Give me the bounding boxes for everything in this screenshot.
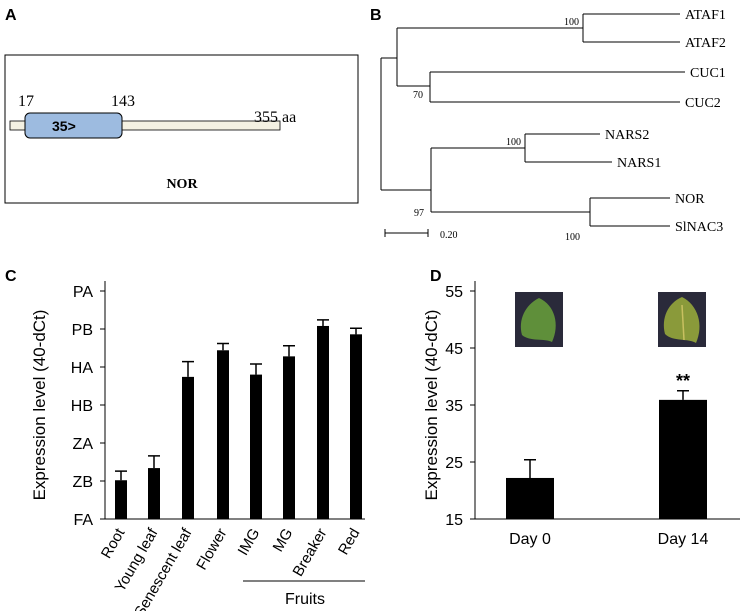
bar [148,468,160,519]
y-tick-label: ZA [73,436,94,453]
panel-label: A [5,7,17,24]
length-label: 355 aa [254,109,296,126]
x-tick-label: Root [98,525,129,562]
bootstrap-labels: 100 70 100 97 100 0.20 [413,17,580,243]
bar [659,399,707,519]
x-tick-label: Day 14 [658,531,709,548]
y-tick-label: 45 [445,341,463,358]
x-tick-label: IMG [235,526,264,559]
bootstrap: 100 [565,232,580,243]
leaf-label: NOR [675,192,705,207]
x-tick-label: Red [335,526,363,558]
domain-label: 35> [52,118,76,134]
error-bar [250,363,262,375]
leaf-label: NARS2 [605,128,649,143]
error-bar [217,342,229,351]
pos-label: 143 [111,93,135,110]
leaf-labels: ATAF1 ATAF2 CUC1 CUC2 NARS2 NARS1 NOR Sl… [605,8,726,235]
error-bar [283,344,295,357]
scale-label: 0.20 [440,230,458,241]
error-bar [115,470,127,481]
leaf-label: ATAF1 [685,8,726,23]
error-bar [148,455,160,469]
leaf-photo [515,292,706,347]
domain-box [24,112,123,139]
group-label: Fruits [285,591,325,608]
error-bar [524,458,536,478]
bar [250,374,262,519]
y-tick-label: 35 [445,398,463,415]
bar [115,480,127,519]
y-tick-label: 15 [445,512,463,529]
x-tick-label: Day 0 [509,531,551,548]
bar [182,376,194,519]
panel-a: A 17 143 355 aa 35> NOR [4,7,359,204]
annotation: ** [676,371,690,391]
y-tick-label: FA [73,512,93,529]
protein-bar [9,120,281,131]
leaf-label: NARS1 [617,156,661,171]
leaf-label: ATAF2 [685,36,726,51]
pos-label: 17 [18,93,34,110]
y-tick-label: HA [71,360,94,377]
error-bar [677,390,689,400]
panel-b: B ATAF1 ATAF2 CUC1 CUC2 NARS2 NARS1 NOR … [370,7,726,243]
leaf-label: CUC2 [685,96,721,111]
error-bar [350,327,362,335]
bootstrap: 97 [414,208,424,219]
y-tick-label: ZB [73,474,93,491]
y-axis-title: Expression level (40-dCt) [422,310,441,501]
y-tick-label: 25 [445,455,463,472]
bootstrap: 70 [413,90,423,101]
bar [283,356,295,519]
y-tick-label: HB [71,398,93,415]
protein-label: NOR [166,177,198,192]
leaf-label: SlNAC3 [675,220,723,235]
leaf-label: CUC1 [690,66,726,81]
panel-label: B [370,7,382,24]
bar [317,325,329,519]
y-axis-title: Expression level (40-dCt) [30,310,49,501]
bootstrap: 100 [564,17,579,28]
x-tick-label: Flower [193,526,230,573]
y-tick-label: PA [73,284,93,301]
panel-label: C [5,268,17,285]
y-tick-label: 55 [445,284,463,301]
bar [217,350,229,519]
bar [350,334,362,519]
panel-label: D [430,268,442,285]
error-bar [182,360,194,377]
bar [506,477,554,519]
y-tick-label: PB [72,322,93,339]
x-tick-label: MG [270,526,297,555]
bootstrap: 100 [506,137,521,148]
error-bar [317,319,329,326]
frame [4,54,359,204]
